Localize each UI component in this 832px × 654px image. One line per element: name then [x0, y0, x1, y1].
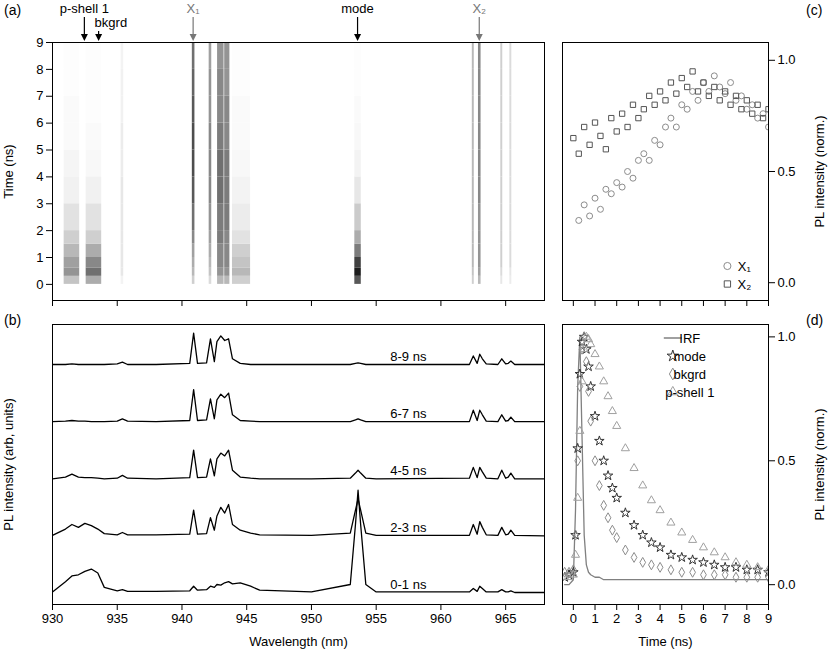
svg-text:1: 1	[36, 250, 43, 265]
svg-text:4: 4	[36, 169, 43, 184]
svg-text:945: 945	[236, 611, 258, 626]
svg-text:mode: mode	[674, 349, 707, 364]
svg-text:7: 7	[36, 88, 43, 103]
svg-text:2-3 ns: 2-3 ns	[390, 520, 427, 535]
svg-text:bkgrd: bkgrd	[674, 367, 707, 382]
svg-text:965: 965	[495, 611, 517, 626]
html-text:(a): (a)	[4, 2, 22, 18]
svg-text:6-7 ns: 6-7 ns	[390, 406, 427, 421]
svg-text:0.5: 0.5	[778, 453, 796, 468]
svg-text:PL intensity (norm.): PL intensity (norm.)	[812, 408, 827, 520]
svg-text:0: 0	[36, 277, 43, 292]
svg-text:0-1 ns: 0-1 ns	[390, 577, 427, 592]
svg-text:0.0: 0.0	[778, 275, 796, 290]
svg-text:1: 1	[591, 611, 598, 626]
svg-text:0.5: 0.5	[778, 164, 796, 179]
svg-text:3: 3	[36, 196, 43, 211]
html-text:(d): (d)	[806, 312, 824, 328]
svg-text:2: 2	[613, 611, 620, 626]
html-text:(b): (b)	[4, 312, 22, 328]
svg-text:940: 940	[171, 611, 193, 626]
svg-text:2: 2	[36, 223, 43, 238]
svg-text:PL intensity (norm.): PL intensity (norm.)	[812, 115, 827, 227]
svg-text:Wavelength (nm): Wavelength (nm)	[249, 634, 348, 649]
svg-text:8: 8	[743, 611, 750, 626]
svg-text:9: 9	[765, 611, 772, 626]
svg-text:8-9 ns: 8-9 ns	[390, 349, 427, 364]
svg-text:p-shell 1: p-shell 1	[665, 385, 714, 400]
svg-text:930: 930	[42, 611, 64, 626]
svg-text:X₁: X₁	[187, 1, 201, 16]
svg-text:4-5 ns: 4-5 ns	[390, 463, 427, 478]
svg-text:1.0: 1.0	[778, 52, 796, 67]
svg-text:bkgrd: bkgrd	[95, 15, 128, 30]
svg-text:0: 0	[570, 611, 577, 626]
svg-text:950: 950	[301, 611, 323, 626]
svg-text:935: 935	[106, 611, 128, 626]
svg-text:6: 6	[36, 115, 43, 130]
svg-text:955: 955	[365, 611, 387, 626]
svg-text:Time (ns): Time (ns)	[1, 144, 16, 198]
html-text:(c): (c)	[806, 2, 823, 18]
svg-text:5: 5	[36, 142, 43, 157]
svg-text:9: 9	[36, 35, 43, 50]
svg-text:0.0: 0.0	[778, 577, 796, 592]
svg-text:X₂: X₂	[738, 277, 752, 292]
svg-text:p-shell 1: p-shell 1	[60, 1, 109, 16]
svg-text:5: 5	[678, 611, 685, 626]
svg-text:Time (ns): Time (ns)	[638, 634, 692, 649]
svg-text:6: 6	[700, 611, 707, 626]
svg-text:8: 8	[36, 62, 43, 77]
svg-text:1.0: 1.0	[778, 329, 796, 344]
svg-text:4: 4	[656, 611, 663, 626]
svg-text:X₁: X₁	[738, 259, 752, 274]
svg-text:X₂: X₂	[472, 1, 486, 16]
svg-text:3: 3	[635, 611, 642, 626]
svg-text:mode: mode	[341, 1, 374, 16]
svg-text:IRF: IRF	[679, 331, 700, 346]
svg-text:PL intensity (arb, units): PL intensity (arb, units)	[1, 398, 16, 530]
svg-text:7: 7	[722, 611, 729, 626]
svg-text:960: 960	[430, 611, 452, 626]
